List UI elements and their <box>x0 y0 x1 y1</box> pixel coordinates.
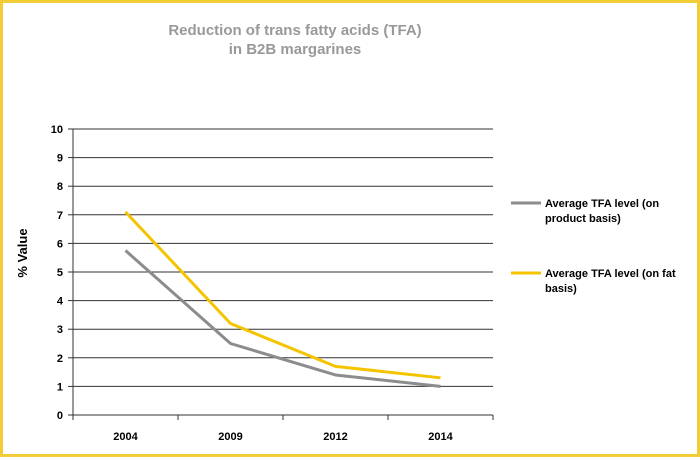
x-tick-label: 2004 <box>113 431 138 443</box>
x-tick-label: 2012 <box>323 431 347 443</box>
legend-label: Average TFA level (on fat <box>545 268 676 280</box>
line-chart: Reduction of trans fatty acids (TFA) in … <box>15 22 676 443</box>
legend-item-1: Average TFA level (on product basis) <box>511 198 659 225</box>
gridlines <box>73 128 493 387</box>
legend-label: product basis) <box>545 213 621 225</box>
x-tick-label: 2014 <box>428 431 453 443</box>
series-line-2 <box>124 210 441 380</box>
y-tick-label: 4 <box>57 296 64 308</box>
x-axis-ticks: 2004 2009 2012 2014 <box>72 415 494 443</box>
chart-title-line-2: in B2B margarines <box>229 41 362 58</box>
y-tick-label: 0 <box>57 410 63 422</box>
y-tick-label: 5 <box>57 267 63 279</box>
y-tick-label: 3 <box>57 324 63 336</box>
x-tick-label: 2009 <box>218 431 242 443</box>
legend-label: Average TFA level (on <box>545 198 659 210</box>
y-tick-label: 2 <box>57 353 63 365</box>
chart-title: Reduction of trans fatty acids (TFA) in … <box>168 22 421 58</box>
chart-title-line-1: Reduction of trans fatty acids (TFA) <box>168 22 421 39</box>
y-axis-title: % Value <box>15 228 30 277</box>
y-tick-label: 6 <box>57 238 63 250</box>
y-tick-label: 1 <box>57 381 63 393</box>
legend-item-2: Average TFA level (on fat basis) <box>511 268 676 295</box>
series-lines <box>124 210 441 388</box>
series-line-1 <box>124 249 441 388</box>
y-axis-ticks: 0 1 2 3 4 5 6 7 8 9 10 <box>51 124 73 422</box>
legend-label: basis) <box>545 283 577 295</box>
y-tick-label: 9 <box>57 153 63 165</box>
y-tick-label: 10 <box>51 124 63 136</box>
y-tick-label: 8 <box>57 181 63 193</box>
y-tick-label: 7 <box>57 210 63 222</box>
